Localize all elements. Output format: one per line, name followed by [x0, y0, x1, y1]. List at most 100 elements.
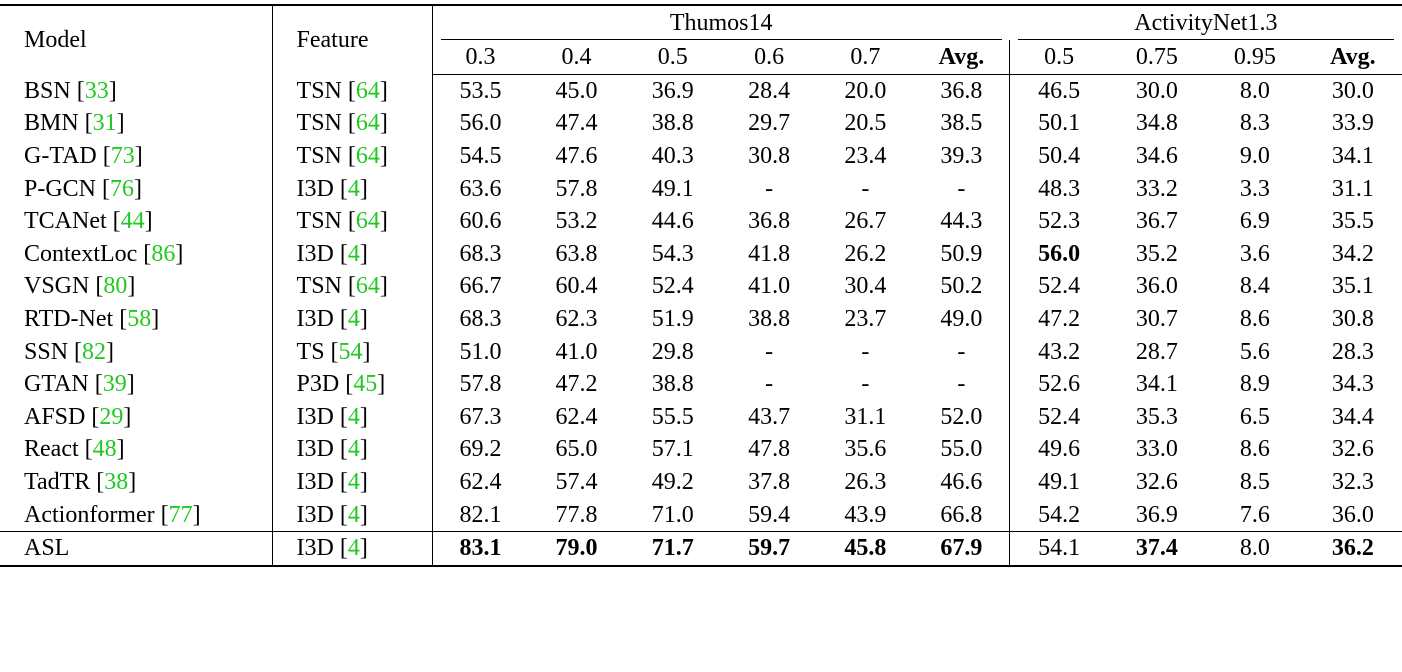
value-cell: 44.3	[940, 208, 983, 235]
column-header: 0.5	[624, 40, 721, 75]
model-cell: TadTR [38]	[24, 468, 137, 495]
column-header: 0.5	[1009, 40, 1108, 75]
model-cell: ContextLoc [86]	[24, 240, 184, 267]
table-row: ContextLoc [86] I3D [4] 68.3 63.8 54.3 41.8 26…	[0, 237, 1402, 271]
value-cell: 49.0	[940, 305, 983, 332]
value-cell: 41.0	[748, 273, 791, 300]
value-cell: 3.3	[1239, 175, 1270, 202]
value-cell: 34.2	[1331, 240, 1374, 267]
value-cell: 6.9	[1239, 208, 1270, 235]
value-cell: 35.2	[1135, 240, 1178, 267]
value-cell: 36.2	[1303, 531, 1402, 566]
value-cell: 52.3	[1009, 205, 1108, 238]
table-row: BMN [31] TSN [64] 56.0 47.4 38.8 29.7 20.5 38.5…	[0, 107, 1402, 141]
value-cell: -	[957, 175, 966, 202]
value-cell: 23.7	[844, 305, 887, 332]
value-cell: 46.6	[940, 468, 983, 495]
value-cell: 34.6	[1135, 142, 1178, 169]
feature-cell: TSN [64]	[271, 270, 433, 304]
model-cell: Actionformer [77]	[24, 501, 201, 528]
table-row: G-TAD [73] TSN [64] 54.5 47.6 40.3 30.8 23.4 39…	[0, 140, 1402, 173]
value-cell: 69.2	[431, 433, 529, 467]
table-row: BSN [33] TSN [64] 53.5 45.0 36.9 28.4 20.0 36.8…	[0, 74, 1402, 108]
value-cell: 56.0	[1009, 237, 1108, 271]
value-cell: 55.5	[651, 403, 694, 430]
value-cell: 28.7	[1135, 338, 1178, 365]
value-cell: 60.6	[431, 205, 529, 238]
value-cell: 83.1	[431, 531, 529, 566]
value-cell: 54.5	[431, 140, 529, 173]
column-header: 0.4	[528, 40, 625, 75]
value-cell: 33.2	[1135, 175, 1178, 202]
table-row: P-GCN [76] I3D [4] 63.6 57.8 49.1 - - - 48.3 33.2…	[0, 172, 1402, 206]
value-cell: 62.4	[555, 403, 598, 430]
value-cell: 47.4	[555, 110, 598, 137]
value-cell: 31.1	[844, 403, 887, 430]
results-table: Model Feature Thumos14 ActivityNet1.3 0.3 0.…	[0, 4, 1402, 567]
value-cell: 77.8	[555, 501, 598, 528]
value-cell: 43.7	[748, 403, 791, 430]
value-cell: 68.3	[431, 303, 529, 336]
value-cell: 66.8	[940, 501, 983, 528]
value-cell: 34.4	[1331, 403, 1374, 430]
value-cell: 36.0	[1331, 501, 1374, 528]
value-cell: 63.8	[555, 240, 598, 267]
value-cell: 57.8	[431, 368, 529, 401]
value-cell: 41.8	[748, 240, 791, 267]
header-model: Model	[24, 26, 87, 53]
model-cell: BMN [31]	[24, 110, 125, 137]
model-cell: React [48]	[24, 436, 125, 463]
value-cell: 8.4	[1239, 273, 1270, 300]
model-cell: GTAN [39]	[24, 371, 135, 398]
value-cell: 45.8	[817, 531, 914, 566]
value-cell: 26.2	[844, 240, 887, 267]
value-cell: 36.0	[1135, 273, 1178, 300]
feature-cell: I3D [4]	[271, 303, 433, 336]
feature-cell: I3D [4]	[271, 433, 433, 467]
table-row: TCANet [44] TSN [64] 60.6 53.2 44.6 36.8 26.7 4…	[0, 205, 1402, 238]
value-cell: 57.4	[555, 468, 598, 495]
model-cell: ASL	[0, 531, 273, 566]
value-cell: 30.0	[1135, 77, 1178, 104]
column-header: 0.3	[431, 40, 529, 75]
value-cell: 6.5	[1239, 403, 1270, 430]
value-cell: 30.4	[844, 273, 887, 300]
table-row: React [48] I3D [4] 69.2 65.0 57.1 47.8 35.6 55.…	[0, 433, 1402, 467]
value-cell: 8.5	[1239, 468, 1270, 495]
value-cell: 30.0	[1331, 77, 1374, 104]
feature-cell: I3D [4]	[271, 237, 433, 271]
value-cell: 50.4	[1009, 140, 1108, 173]
value-cell: 39.3	[940, 142, 983, 169]
value-cell: 71.7	[624, 531, 721, 566]
value-cell: 8.0	[1205, 531, 1304, 566]
value-cell: 54.2	[1009, 498, 1108, 532]
column-header: 0.7	[817, 40, 914, 75]
value-cell: 35.1	[1331, 273, 1374, 300]
group-header: ActivityNet1.3	[1010, 5, 1402, 40]
value-cell: 40.3	[651, 142, 694, 169]
value-cell: 5.6	[1239, 338, 1270, 365]
value-cell: 36.9	[1135, 501, 1178, 528]
value-cell: 47.2	[555, 371, 598, 398]
value-cell: 23.4	[844, 142, 887, 169]
value-cell: 45.0	[555, 77, 598, 104]
value-cell: 71.0	[651, 501, 694, 528]
value-cell: 52.4	[1009, 270, 1108, 304]
value-cell: 30.8	[1331, 305, 1374, 332]
value-cell: 62.4	[431, 466, 529, 499]
value-cell: 36.9	[651, 77, 694, 104]
value-cell: 44.6	[651, 208, 694, 235]
value-cell: 32.6	[1135, 468, 1178, 495]
value-cell: 9.0	[1239, 142, 1270, 169]
column-header: Avg.	[913, 40, 1010, 75]
value-cell: 49.1	[1009, 466, 1108, 499]
value-cell: 43.2	[1009, 335, 1108, 369]
value-cell: 51.9	[651, 305, 694, 332]
value-cell: 52.4	[1009, 400, 1108, 434]
value-cell: 32.3	[1331, 468, 1374, 495]
value-cell: 53.2	[555, 208, 598, 235]
value-cell: 50.2	[940, 273, 983, 300]
value-cell: 34.3	[1331, 371, 1374, 398]
value-cell: -	[957, 338, 966, 365]
value-cell: 28.3	[1331, 338, 1374, 365]
